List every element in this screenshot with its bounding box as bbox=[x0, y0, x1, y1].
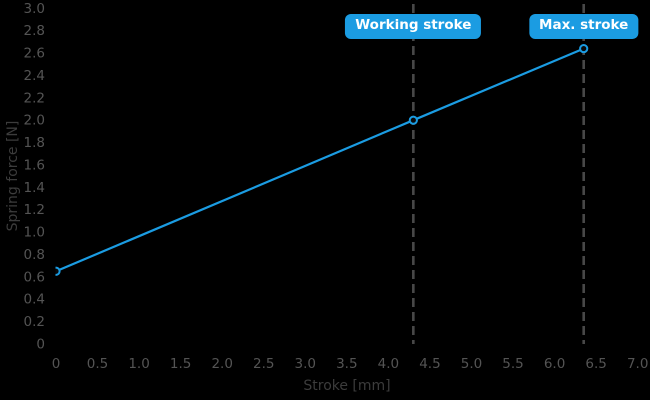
y-tick-label: 1.0 bbox=[24, 225, 45, 241]
y-tick-label: 1.6 bbox=[24, 157, 45, 173]
x-tick-label: 2.0 bbox=[211, 356, 232, 372]
x-tick-label: 5.5 bbox=[502, 356, 523, 372]
y-tick-label: 1.4 bbox=[24, 180, 45, 196]
y-axis-label: Spring force [N] bbox=[5, 120, 21, 232]
y-tick-label: 2.8 bbox=[24, 23, 45, 39]
x-tick-label: 1.0 bbox=[128, 356, 149, 372]
y-tick-label: 2.4 bbox=[24, 68, 45, 84]
y-tick-label: 0 bbox=[36, 337, 45, 353]
data-point-marker bbox=[408, 115, 418, 125]
y-tick-label: 0.8 bbox=[24, 247, 45, 263]
y-tick-label: 2.0 bbox=[24, 113, 45, 129]
x-tick-label: 6.0 bbox=[544, 356, 565, 372]
x-tick-label: 3.0 bbox=[295, 356, 316, 372]
x-tick-label: 4.0 bbox=[378, 356, 399, 372]
x-tick-label: 5.0 bbox=[461, 356, 482, 372]
x-tick-label: 0 bbox=[52, 356, 61, 372]
x-tick-label: 1.5 bbox=[170, 356, 191, 372]
y-tick-label: 0.6 bbox=[24, 269, 45, 285]
spring-force-line bbox=[55, 47, 585, 273]
x-tick-label: 2.5 bbox=[253, 356, 274, 372]
x-tick-label: 3.5 bbox=[336, 356, 357, 372]
x-tick-label: 6.5 bbox=[585, 356, 606, 372]
x-axis-label: Stroke [mm] bbox=[303, 378, 391, 394]
working-stroke-badge: Working stroke bbox=[345, 14, 482, 39]
y-tick-label: 1.8 bbox=[24, 135, 45, 151]
y-tick-label: 1.2 bbox=[24, 202, 45, 218]
max-stroke-badge: Max. stroke bbox=[529, 14, 639, 39]
y-tick-label: 2.2 bbox=[24, 90, 45, 106]
data-point-marker bbox=[55, 266, 61, 276]
x-tick-label: 0.5 bbox=[87, 356, 108, 372]
y-tick-label: 2.6 bbox=[24, 46, 45, 62]
y-tick-label: 0.4 bbox=[24, 292, 45, 308]
x-tick-label: 7.0 bbox=[627, 356, 648, 372]
y-tick-label: 3.0 bbox=[24, 1, 45, 17]
x-tick-label: 4.5 bbox=[419, 356, 440, 372]
data-point-marker bbox=[579, 43, 589, 54]
y-tick-label: 0.2 bbox=[24, 314, 45, 330]
